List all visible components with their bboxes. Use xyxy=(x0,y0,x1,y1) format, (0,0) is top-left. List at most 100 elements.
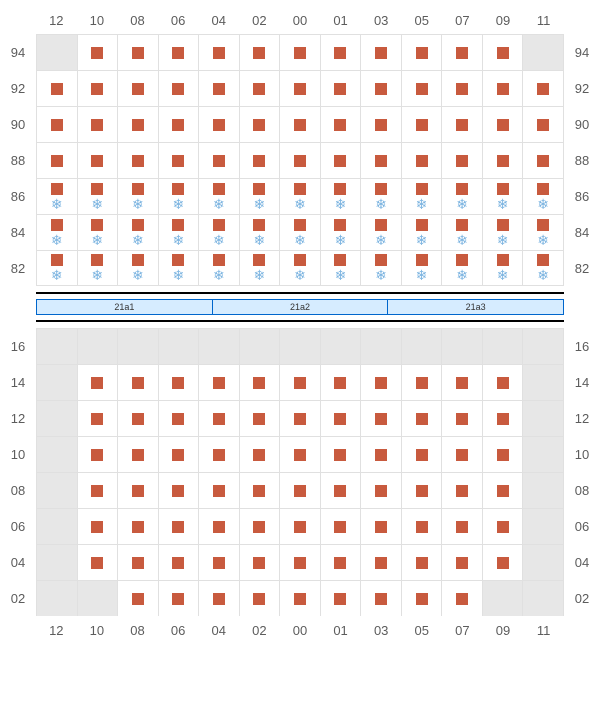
rack-cell[interactable] xyxy=(441,329,482,364)
rack-cell[interactable] xyxy=(482,71,523,106)
rack-cell[interactable] xyxy=(239,581,280,616)
rack-cell[interactable] xyxy=(320,143,361,178)
rack-cell[interactable] xyxy=(360,365,401,400)
rack-cell[interactable] xyxy=(320,545,361,580)
rack-cell[interactable] xyxy=(441,545,482,580)
rack-cell[interactable] xyxy=(239,509,280,544)
rack-cell[interactable] xyxy=(158,401,199,436)
rack-cell[interactable] xyxy=(320,365,361,400)
rack-cell[interactable] xyxy=(117,329,158,364)
rack-cell[interactable] xyxy=(158,473,199,508)
rack-cell[interactable] xyxy=(320,473,361,508)
rack-cell[interactable] xyxy=(320,107,361,142)
rack-cell[interactable] xyxy=(77,35,118,70)
rack-cell[interactable]: ❄ xyxy=(522,251,564,285)
rack-cell[interactable] xyxy=(482,329,523,364)
rack-cell[interactable] xyxy=(279,545,320,580)
rack-cell[interactable] xyxy=(360,329,401,364)
rack-cell[interactable] xyxy=(401,401,442,436)
rack-cell[interactable] xyxy=(441,35,482,70)
rack-cell[interactable] xyxy=(522,143,564,178)
rack-cell[interactable] xyxy=(401,143,442,178)
rack-cell[interactable]: ❄ xyxy=(441,179,482,214)
rack-cell[interactable] xyxy=(360,143,401,178)
rack-cell[interactable] xyxy=(36,107,77,142)
rack-cell[interactable] xyxy=(198,437,239,472)
rack-cell[interactable]: ❄ xyxy=(320,215,361,250)
rack-cell[interactable] xyxy=(441,107,482,142)
rack-cell[interactable]: ❄ xyxy=(482,251,523,285)
rack-cell[interactable]: ❄ xyxy=(158,179,199,214)
rack-cell[interactable] xyxy=(36,401,77,436)
rack-cell[interactable]: ❄ xyxy=(482,215,523,250)
rack-cell[interactable]: ❄ xyxy=(401,215,442,250)
rack-cell[interactable] xyxy=(36,581,77,616)
rack-cell[interactable] xyxy=(198,545,239,580)
rack-cell[interactable] xyxy=(360,509,401,544)
rack-cell[interactable]: ❄ xyxy=(279,179,320,214)
rack-cell[interactable]: ❄ xyxy=(360,179,401,214)
rack-cell[interactable] xyxy=(441,437,482,472)
rack-cell[interactable] xyxy=(117,545,158,580)
rack-cell[interactable] xyxy=(482,35,523,70)
rack-cell[interactable] xyxy=(279,401,320,436)
rack-cell[interactable]: ❄ xyxy=(401,251,442,285)
rack-cell[interactable] xyxy=(482,143,523,178)
rack-cell[interactable] xyxy=(320,581,361,616)
rack-cell[interactable] xyxy=(239,473,280,508)
rack-cell[interactable] xyxy=(441,509,482,544)
rack-cell[interactable] xyxy=(117,509,158,544)
rack-cell[interactable] xyxy=(279,71,320,106)
rack-cell[interactable] xyxy=(441,581,482,616)
rack-cell[interactable] xyxy=(320,401,361,436)
rack-cell[interactable] xyxy=(77,329,118,364)
rack-cell[interactable] xyxy=(522,107,564,142)
rack-cell[interactable] xyxy=(77,545,118,580)
rack-cell[interactable]: ❄ xyxy=(198,179,239,214)
rack-cell[interactable] xyxy=(77,107,118,142)
rack-cell[interactable]: ❄ xyxy=(320,179,361,214)
rack-cell[interactable] xyxy=(198,35,239,70)
rack-cell[interactable] xyxy=(158,545,199,580)
rack-cell[interactable]: ❄ xyxy=(522,179,564,214)
rack-cell[interactable] xyxy=(320,71,361,106)
rack-cell[interactable]: ❄ xyxy=(441,215,482,250)
rack-cell[interactable] xyxy=(158,329,199,364)
rack-cell[interactable] xyxy=(198,473,239,508)
rack-cell[interactable] xyxy=(239,545,280,580)
rack-cell[interactable]: ❄ xyxy=(239,179,280,214)
rack-cell[interactable]: ❄ xyxy=(360,251,401,285)
rack-cell[interactable] xyxy=(482,401,523,436)
rack-cell[interactable] xyxy=(158,35,199,70)
rack-cell[interactable]: ❄ xyxy=(279,251,320,285)
rack-cell[interactable] xyxy=(36,329,77,364)
rack-cell[interactable] xyxy=(117,71,158,106)
rack-cell[interactable] xyxy=(36,71,77,106)
rack-cell[interactable]: ❄ xyxy=(360,215,401,250)
rack-cell[interactable] xyxy=(279,437,320,472)
rack-cell[interactable]: ❄ xyxy=(36,179,77,214)
rack-cell[interactable] xyxy=(36,473,77,508)
rack-cell[interactable] xyxy=(360,545,401,580)
rack-cell[interactable] xyxy=(117,107,158,142)
rack-cell[interactable] xyxy=(158,365,199,400)
rack-cell[interactable]: ❄ xyxy=(522,215,564,250)
rack-cell[interactable] xyxy=(279,509,320,544)
rack-cell[interactable] xyxy=(279,329,320,364)
rack-cell[interactable] xyxy=(77,401,118,436)
rack-cell[interactable]: ❄ xyxy=(441,251,482,285)
rack-cell[interactable] xyxy=(320,329,361,364)
rack-cell[interactable] xyxy=(198,71,239,106)
rack-cell[interactable] xyxy=(360,401,401,436)
rack-cell[interactable] xyxy=(239,365,280,400)
rack-cell[interactable] xyxy=(360,437,401,472)
rack-cell[interactable] xyxy=(117,401,158,436)
rack-cell[interactable] xyxy=(441,473,482,508)
rack-cell[interactable] xyxy=(482,545,523,580)
rack-cell[interactable]: ❄ xyxy=(36,215,77,250)
rack-cell[interactable] xyxy=(441,401,482,436)
rack-cell[interactable] xyxy=(158,437,199,472)
rack-cell[interactable]: ❄ xyxy=(77,215,118,250)
rack-cell[interactable] xyxy=(77,365,118,400)
rack-cell[interactable] xyxy=(482,365,523,400)
